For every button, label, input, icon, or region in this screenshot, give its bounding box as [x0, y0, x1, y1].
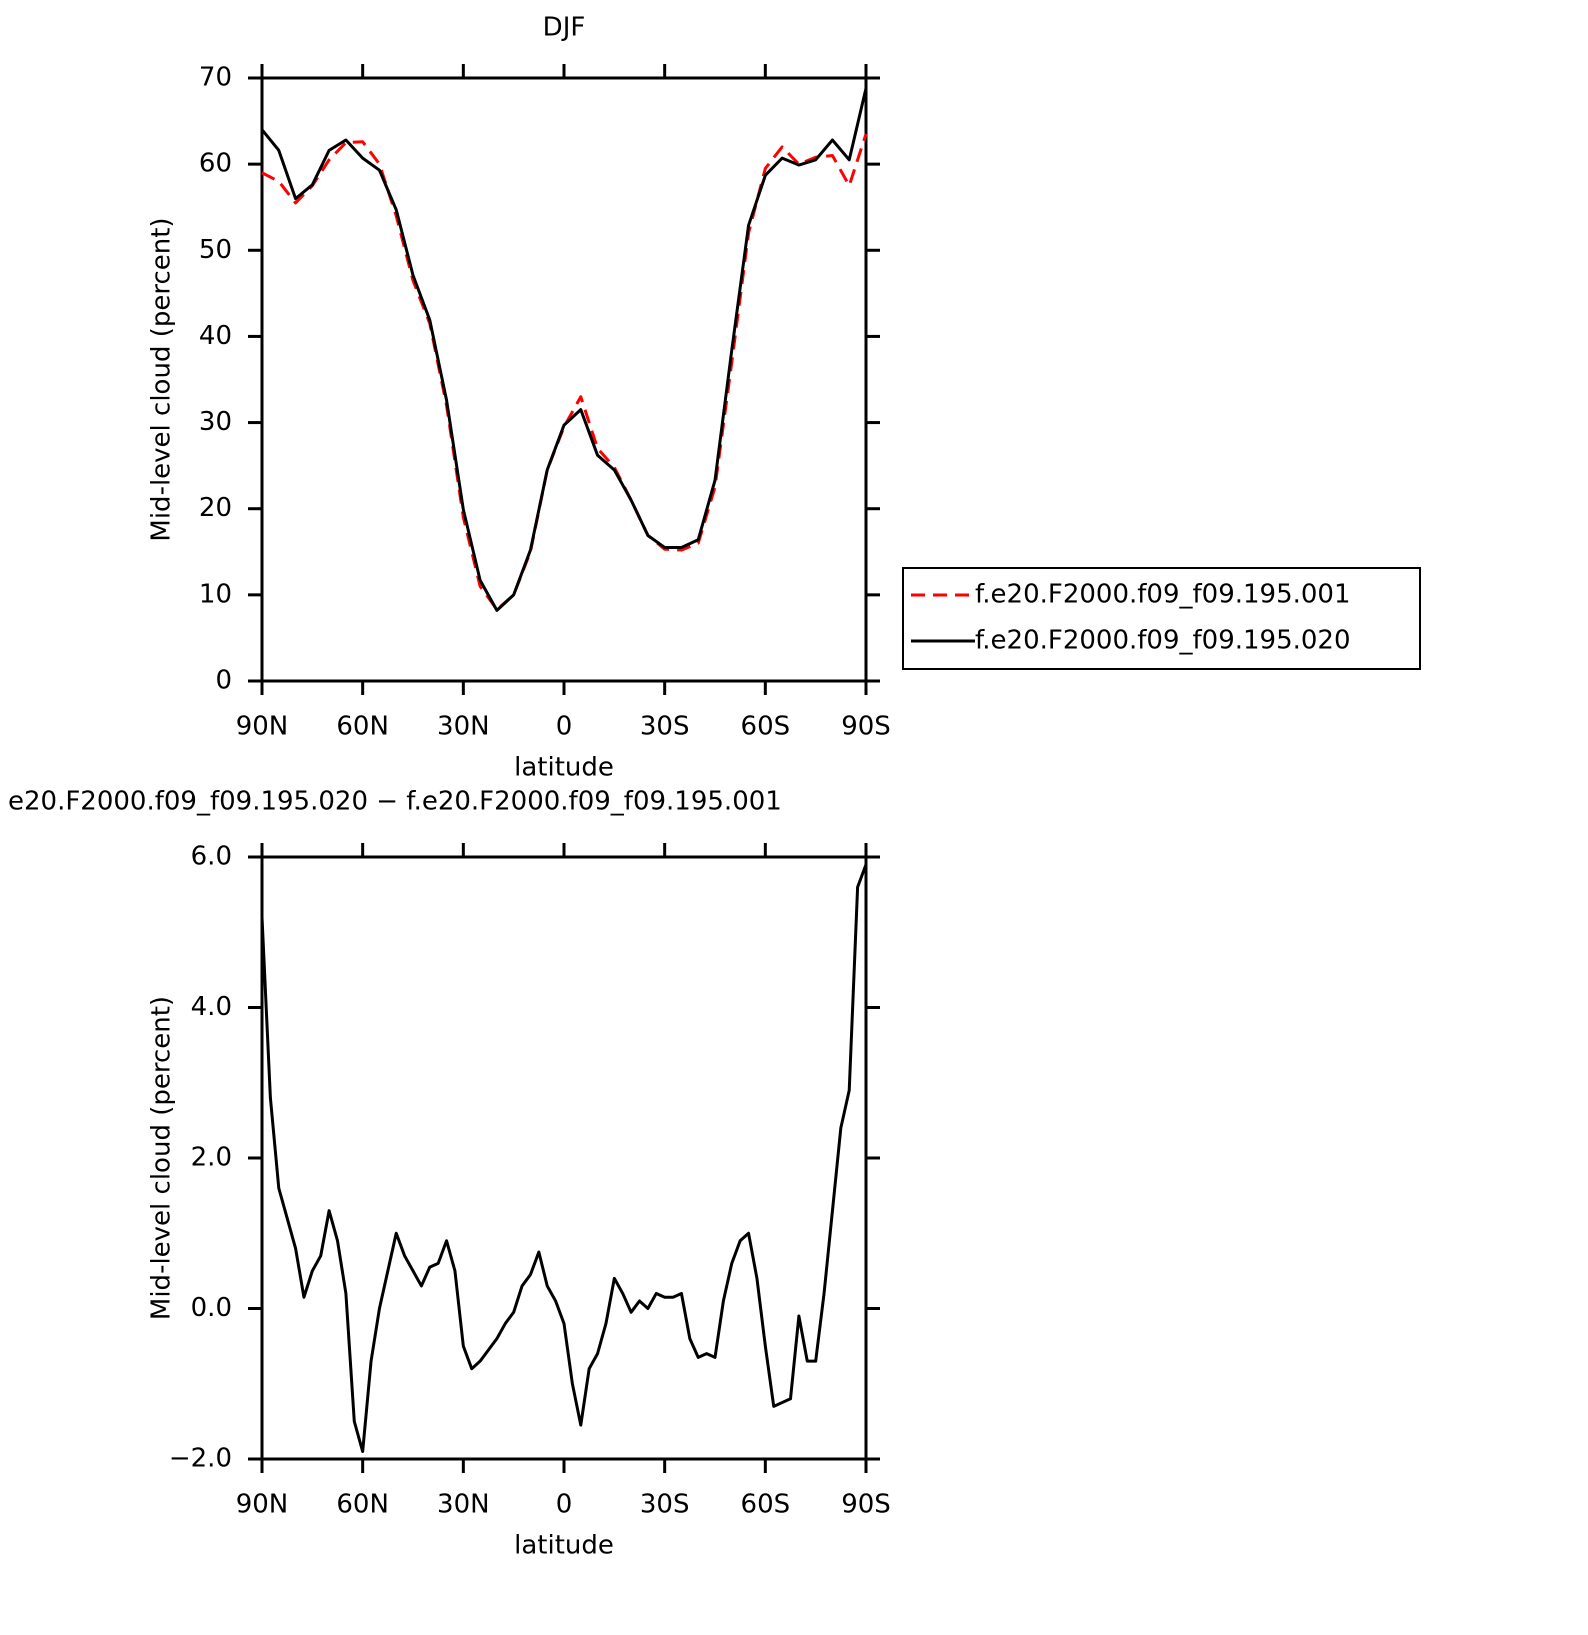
- x-tick-label: 30S: [640, 712, 690, 742]
- x-tick-label: 90N: [236, 712, 289, 742]
- y-tick-label: −2.0: [169, 1444, 232, 1474]
- x-tick-label: 90N: [236, 1490, 289, 1520]
- x-tick-label: 60S: [741, 712, 791, 742]
- x-axis-label: latitude: [514, 753, 614, 783]
- data-line: [260, 87, 868, 612]
- y-tick-label: 10: [199, 579, 232, 609]
- y-tick-label: 4.0: [191, 992, 232, 1022]
- x-tick-label: 30S: [640, 1490, 690, 1520]
- y-tick-label: 40: [199, 321, 232, 351]
- x-tick-label: 30N: [437, 1490, 490, 1520]
- plot-frame: [260, 76, 868, 683]
- x-axis-label: latitude: [514, 1531, 614, 1561]
- legend-label: f.e20.F2000.f09_f09.195.001: [975, 580, 1351, 610]
- x-tick-label: 30N: [437, 712, 490, 742]
- y-tick-label: 0.0: [191, 1293, 232, 1323]
- legend-box: [902, 567, 1421, 670]
- y-tick-label: 30: [199, 407, 232, 437]
- y-tick-label: 70: [199, 63, 232, 93]
- x-tick-label: 60S: [741, 1490, 791, 1520]
- data-line: [261, 133, 868, 612]
- chart-title: e20.F2000.f09_f09.195.020 − f.e20.F2000.…: [8, 787, 782, 817]
- y-tick-label: 6.0: [191, 842, 232, 872]
- y-tick-label: 2.0: [191, 1143, 232, 1173]
- legend-label: f.e20.F2000.f09_f09.195.020: [975, 626, 1351, 656]
- x-tick-label: 90S: [841, 712, 891, 742]
- y-axis-label: Mid-level cloud (percent): [147, 217, 177, 541]
- x-tick-label: 90S: [841, 1490, 891, 1520]
- data-line: [260, 864, 868, 1453]
- y-tick-label: 20: [199, 493, 232, 523]
- x-tick-label: 0: [556, 712, 573, 742]
- chart-title: DJF: [543, 13, 586, 43]
- y-tick-label: 0: [215, 666, 232, 696]
- x-tick-label: 60N: [336, 712, 389, 742]
- x-tick-label: 60N: [336, 1490, 389, 1520]
- x-tick-label: 0: [556, 1490, 573, 1520]
- plot-frame: [260, 855, 868, 1461]
- y-tick-label: 50: [199, 235, 232, 265]
- y-tick-label: 60: [199, 149, 232, 179]
- y-axis-label: Mid-level cloud (percent): [147, 996, 177, 1320]
